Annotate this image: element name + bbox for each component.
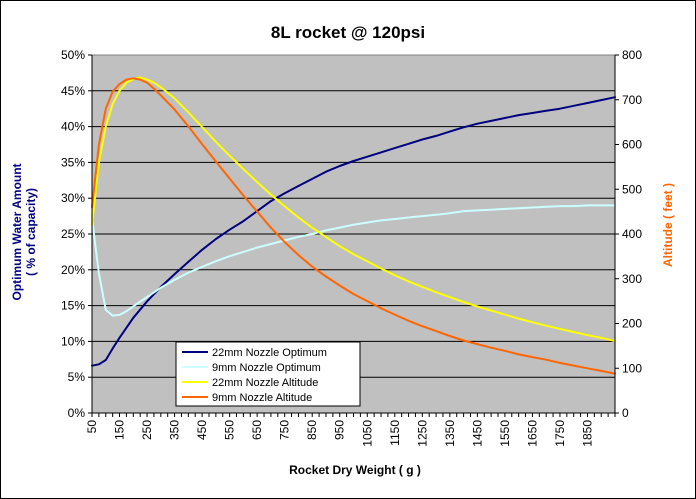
x-tick-label: 1050 xyxy=(360,420,374,447)
y-tick-label: 35% xyxy=(61,155,85,169)
y-tick-label: 15% xyxy=(61,299,85,313)
x-tick-label: 350 xyxy=(168,420,182,440)
y2-tick-label: 700 xyxy=(622,93,642,107)
legend-label: 9mm Nozzle Optimum xyxy=(212,362,321,374)
x-tick-label: 1250 xyxy=(415,420,429,447)
x-tick-label: 750 xyxy=(278,420,292,440)
y2-tick-label: 800 xyxy=(622,48,642,62)
x-tick-label: 150 xyxy=(113,420,127,440)
x-tick-label: 1650 xyxy=(525,420,539,447)
series-line-2 xyxy=(91,204,616,317)
y-axis-label: Optimum Water Amount ( % of capacity) xyxy=(10,163,38,300)
y-tick-label: 45% xyxy=(61,84,85,98)
y2-axis-label: Altitude ( feet ) xyxy=(661,183,675,267)
y-tick-label: 50% xyxy=(61,48,85,62)
y-tick-label: 25% xyxy=(61,227,85,241)
x-axis-label: Rocket Dry Weight ( g ) xyxy=(289,463,421,477)
y-axis-label-line2: ( % of capacity) xyxy=(24,188,38,276)
y2-tick-label: 200 xyxy=(622,317,642,331)
x-tick-label: 1850 xyxy=(580,420,594,447)
y2-axis-ticks: 0 100 200 300 400 500 600 700 800 xyxy=(615,48,642,420)
y-tick-label: 30% xyxy=(61,191,85,205)
legend-label: 9mm Nozzle Altitude xyxy=(212,392,312,404)
y-tick-label: 40% xyxy=(61,120,85,134)
series-layer xyxy=(91,76,616,375)
x-axis-ticks: 50 150 250 350 450 550 650 750 850 950 1050 1150 125… xyxy=(85,413,616,447)
x-tick-label: 1150 xyxy=(388,420,402,446)
x-tick-label: 1350 xyxy=(443,420,457,447)
y-axis-label-line1: Optimum Water Amount xyxy=(10,163,24,300)
y2-tick-label: 400 xyxy=(622,227,642,241)
y-tick-label: 5% xyxy=(68,370,86,384)
x-tick-label: 950 xyxy=(333,420,347,440)
x-tick-label: 550 xyxy=(223,420,237,440)
x-tick-label: 650 xyxy=(250,420,264,440)
chart-title: 8L rocket @ 120psi xyxy=(271,23,425,42)
x-tick-label: 850 xyxy=(305,420,319,440)
x-tick-label: 250 xyxy=(140,420,154,440)
y2-tick-label: 100 xyxy=(622,361,642,375)
y-tick-label: 0% xyxy=(68,406,86,420)
x-tick-label: 1450 xyxy=(470,420,484,447)
x-tick-label: 1550 xyxy=(498,420,512,447)
x-tick-label: 450 xyxy=(195,420,209,440)
y2-tick-label: 0 xyxy=(622,406,629,420)
y2-tick-label: 600 xyxy=(622,138,642,152)
legend: 22mm Nozzle Optimum 9mm Nozzle Optimum 22m… xyxy=(175,341,361,407)
y-axis-ticks: 0% 5% 10% 15% 20% 25% 30% 35% 40% 45% 50% xyxy=(61,48,92,420)
x-tick-label: 1750 xyxy=(553,420,567,447)
series-line-4 xyxy=(91,77,616,375)
legend-label: 22mm Nozzle Altitude xyxy=(212,377,318,389)
y2-axis-label-text: Altitude ( feet ) xyxy=(661,183,675,267)
legend-label: 22mm Nozzle Optimum xyxy=(212,347,327,359)
x-tick-label: 50 xyxy=(85,420,99,434)
gridlines xyxy=(92,90,615,378)
series-line-3 xyxy=(91,76,616,342)
y2-tick-label: 300 xyxy=(622,272,642,286)
y-tick-label: 20% xyxy=(61,263,85,277)
y-tick-label: 10% xyxy=(61,334,85,348)
y2-tick-label: 500 xyxy=(622,182,642,196)
